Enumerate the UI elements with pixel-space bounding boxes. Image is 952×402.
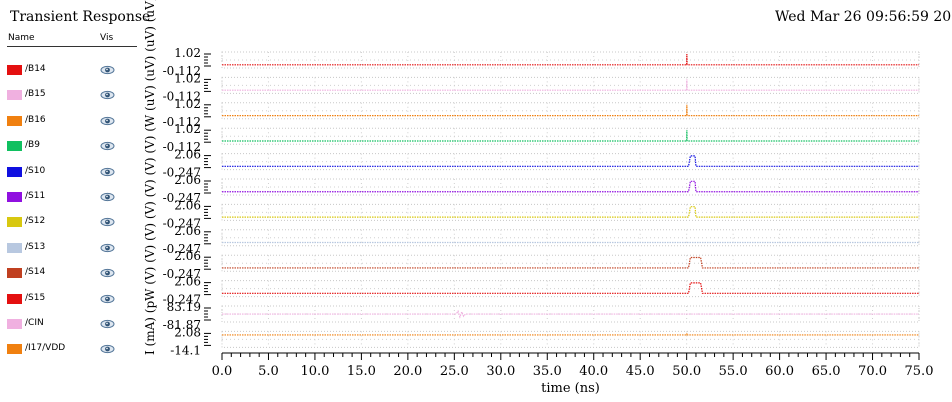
y-max-tick-label: 2.08 — [174, 325, 201, 339]
signal-strip: 1.02 -0.112 — [163, 71, 919, 103]
x-tick-label: 75.0 — [905, 364, 934, 379]
y-max-tick-label: 1.02 — [174, 46, 201, 60]
y-max-tick-label: 83.19 — [167, 300, 201, 314]
signal-strip: 1.02 -0.112 — [163, 97, 919, 129]
x-tick-label: 55.0 — [719, 364, 748, 379]
x-tick-label: 65.0 — [812, 364, 841, 379]
x-tick-label: 15.0 — [347, 364, 376, 379]
x-tick-label: 10.0 — [300, 364, 329, 379]
signal-strip: 2.06 -0.247 — [163, 224, 919, 256]
y-max-tick-label: 2.06 — [174, 173, 201, 187]
y-max-tick-label: 2.06 — [174, 275, 201, 289]
waveform-line — [222, 79, 919, 90]
signal-strip: 2.06 -0.247 — [163, 249, 919, 281]
waveform-line — [222, 333, 919, 335]
x-tick-label: 45.0 — [626, 364, 655, 379]
y-max-tick-label: 1.02 — [174, 122, 201, 136]
x-tick-label: 40.0 — [579, 364, 608, 379]
signal-strip: 2.06 -0.247 — [163, 198, 919, 230]
x-tick-label: 50.0 — [672, 364, 701, 379]
y-max-tick-label: 2.06 — [174, 224, 201, 238]
y-min-tick-label: -14.1 — [170, 343, 201, 357]
y-axis-label: I (mA) (pW (V) (V) (V) (V) (V) (V) (V) (… — [143, 0, 157, 355]
signal-strip: 2.06 -0.247 — [163, 148, 919, 180]
x-axis-label: time (ns) — [541, 381, 600, 396]
x-tick-label: 35.0 — [533, 364, 562, 379]
waveform-line — [222, 130, 919, 141]
x-tick-label: 5.0 — [258, 364, 279, 379]
x-tick-label: 30.0 — [486, 364, 515, 379]
y-max-tick-label: 1.02 — [174, 97, 201, 111]
x-tick-label: 25.0 — [440, 364, 469, 379]
x-tick-label: 60.0 — [765, 364, 794, 379]
y-max-tick-label: 2.06 — [174, 249, 201, 263]
y-max-tick-label: 2.06 — [174, 148, 201, 162]
signal-strip: 2.06 -0.247 — [163, 173, 919, 205]
signal-strip: 83.19 -81.87 — [163, 300, 919, 332]
signal-strip: 1.02 -0.112 — [163, 122, 919, 154]
x-tick-label: 0.0 — [212, 364, 233, 379]
x-tick-label: 70.0 — [858, 364, 887, 379]
y-max-tick-label: 2.06 — [174, 198, 201, 212]
signal-strip: 2.06 -0.247 — [163, 275, 919, 307]
y-max-tick-label: 1.02 — [174, 71, 201, 85]
signal-strip: 1.02 -0.112 — [163, 46, 919, 78]
waveform-line — [222, 105, 919, 116]
x-tick-label: 20.0 — [393, 364, 422, 379]
waveform-line — [222, 54, 919, 65]
